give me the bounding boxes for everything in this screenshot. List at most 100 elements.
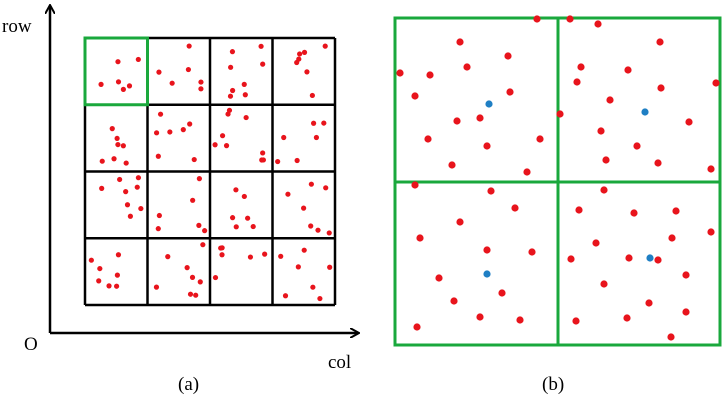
point: [556, 110, 564, 118]
point: [654, 159, 662, 167]
point: [528, 248, 536, 256]
point: [229, 49, 236, 55]
point: [156, 212, 162, 219]
point: [96, 278, 102, 284]
point: [275, 158, 281, 165]
point: [592, 239, 600, 247]
point: [153, 284, 160, 290]
point: [504, 52, 512, 60]
point: [685, 118, 693, 126]
point: [259, 157, 265, 163]
point: [645, 299, 653, 307]
point: [315, 227, 321, 233]
point: [229, 215, 236, 221]
row-label: row: [2, 16, 32, 37]
point: [241, 81, 247, 87]
point: [200, 242, 206, 248]
point: [109, 126, 115, 132]
point: [294, 157, 300, 164]
grid-a: [83, 36, 337, 307]
point: [218, 245, 224, 251]
point: [138, 205, 144, 212]
point: [536, 135, 544, 143]
point: [426, 71, 434, 79]
point: [99, 185, 105, 191]
point: [111, 156, 117, 162]
point: [99, 158, 105, 164]
point: [487, 187, 495, 195]
point: [707, 165, 715, 173]
point: [120, 143, 126, 149]
point: [463, 63, 471, 71]
point: [668, 234, 676, 242]
point: [212, 142, 218, 148]
point: [191, 156, 197, 163]
point: [304, 69, 310, 75]
point: [656, 38, 664, 46]
point: [682, 308, 690, 316]
point: [167, 129, 173, 135]
point: [295, 264, 301, 270]
point: [243, 114, 249, 121]
point: [575, 206, 583, 214]
point: [657, 84, 665, 92]
point: [106, 283, 112, 289]
point: [533, 15, 541, 23]
point: [155, 226, 161, 232]
point: [308, 181, 314, 187]
point: [115, 79, 122, 85]
point: [317, 295, 323, 302]
point: [196, 222, 202, 228]
point: [156, 69, 162, 75]
point: [456, 38, 464, 46]
point: [625, 254, 633, 262]
point: [169, 80, 175, 86]
point: [566, 15, 574, 23]
point: [633, 142, 641, 150]
point: [219, 252, 225, 258]
point: [230, 87, 236, 94]
point: [250, 223, 256, 230]
point: [672, 207, 680, 215]
point: [600, 280, 608, 288]
point: [233, 224, 239, 230]
point: [301, 247, 307, 253]
point: [180, 127, 186, 133]
point: [322, 43, 328, 49]
point: [630, 209, 638, 217]
point: [413, 323, 421, 331]
point: [260, 61, 266, 67]
point: [416, 234, 424, 242]
point: [654, 256, 662, 264]
point: [600, 186, 608, 194]
point: [219, 133, 226, 139]
point: [135, 56, 141, 63]
point: [157, 111, 164, 117]
point: [115, 252, 122, 258]
point: [511, 204, 519, 212]
point: [123, 160, 129, 166]
point: [225, 111, 231, 117]
point: [127, 213, 133, 219]
point: [227, 93, 234, 99]
point: [483, 246, 491, 254]
center-point: [483, 270, 491, 278]
point: [572, 317, 580, 325]
point: [573, 78, 581, 86]
caption-b: (b): [542, 374, 564, 395]
point: [198, 86, 204, 92]
point: [308, 223, 314, 229]
point: [483, 142, 491, 150]
point: [506, 88, 514, 96]
point: [411, 181, 419, 189]
point: [297, 51, 303, 57]
point: [597, 127, 605, 135]
point: [594, 20, 602, 28]
point: [396, 69, 404, 77]
point: [448, 161, 456, 169]
point: [117, 176, 123, 183]
point: [202, 228, 208, 234]
point: [450, 297, 458, 305]
point: [247, 254, 254, 260]
point: [260, 150, 266, 156]
